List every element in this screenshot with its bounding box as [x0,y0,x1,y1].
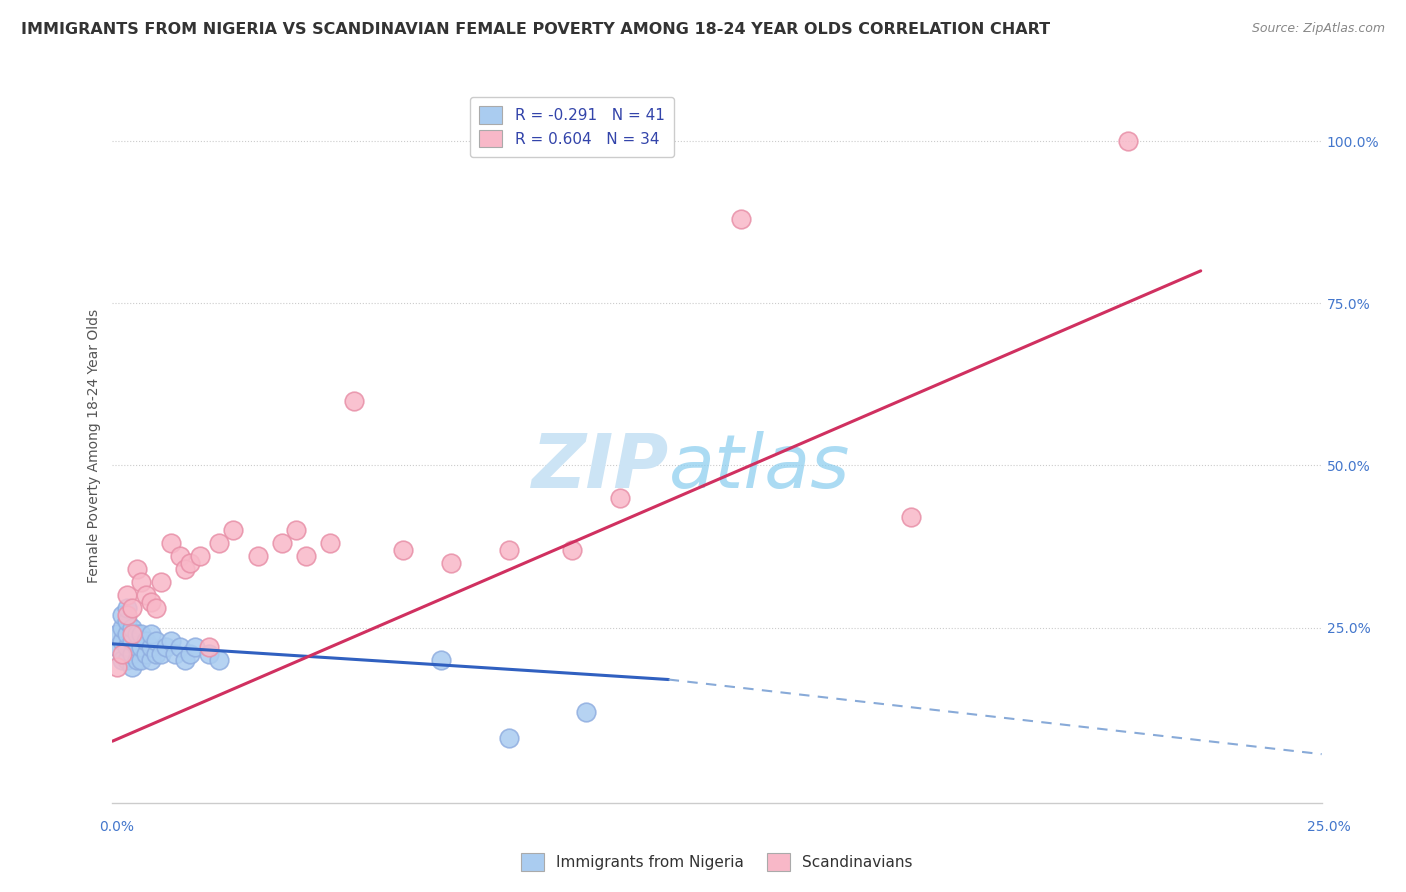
Point [159,633,181,648]
Point [115,588,138,602]
Point [131,640,153,654]
Point [165,647,187,661]
Point [149,647,172,661]
Point [145,647,167,661]
Point [440,556,463,570]
Point [188,549,211,564]
Point [131,575,153,590]
Point [115,607,138,622]
Point [169,549,191,564]
Point [145,601,167,615]
Point [141,627,163,641]
Point [135,633,157,648]
Point [174,562,197,576]
Point [121,621,143,635]
Point [198,640,221,654]
Point [121,647,143,661]
Point [498,542,520,557]
Point [430,653,453,667]
Point [115,627,138,641]
Point [575,705,598,719]
Point [111,607,134,622]
Point [115,653,138,667]
Point [174,653,197,667]
Point [141,595,163,609]
Point [159,536,181,550]
Text: IMMIGRANTS FROM NIGERIA VS SCANDINAVIAN FEMALE POVERTY AMONG 18-24 YEAR OLDS COR: IMMIGRANTS FROM NIGERIA VS SCANDINAVIAN … [21,22,1050,37]
Point [179,556,201,570]
Point [115,614,138,628]
Point [105,659,128,673]
Point [1116,134,1139,148]
Point [498,731,520,745]
Point [111,621,134,635]
Point [155,640,177,654]
Point [131,653,153,667]
Text: Source: ZipAtlas.com: Source: ZipAtlas.com [1251,22,1385,36]
Point [125,627,148,641]
Point [141,653,163,667]
Point [561,542,583,557]
Text: 25.0%: 25.0% [1306,821,1351,834]
Point [730,211,752,226]
Point [135,647,157,661]
Point [121,659,143,673]
Point [183,640,205,654]
Point [111,653,134,667]
Point [111,633,134,648]
Y-axis label: Female Poverty Among 18-24 Year Olds: Female Poverty Among 18-24 Year Olds [87,309,101,583]
Point [198,647,221,661]
Text: atlas: atlas [669,432,851,503]
Point [900,510,922,524]
Point [105,640,128,654]
Text: 0.0%: 0.0% [100,821,134,834]
Point [609,491,631,505]
Point [343,393,366,408]
Point [141,640,163,654]
Legend: Immigrants from Nigeria, Scandinavians: Immigrants from Nigeria, Scandinavians [515,847,920,877]
Point [121,601,143,615]
Point [391,542,413,557]
Point [222,524,245,538]
Point [105,627,128,641]
Point [208,536,231,550]
Point [131,627,153,641]
Point [319,536,342,550]
Point [270,536,292,550]
Point [179,647,201,661]
Point [145,633,167,648]
Point [125,653,148,667]
Point [121,627,143,641]
Point [111,647,134,661]
Point [285,524,308,538]
Point [121,633,143,648]
Point [115,601,138,615]
Point [125,640,148,654]
Point [246,549,269,564]
Point [169,640,191,654]
Point [149,575,172,590]
Point [208,653,231,667]
Point [295,549,318,564]
Text: ZIP: ZIP [531,431,669,504]
Point [125,562,148,576]
Point [135,588,157,602]
Point [115,640,138,654]
